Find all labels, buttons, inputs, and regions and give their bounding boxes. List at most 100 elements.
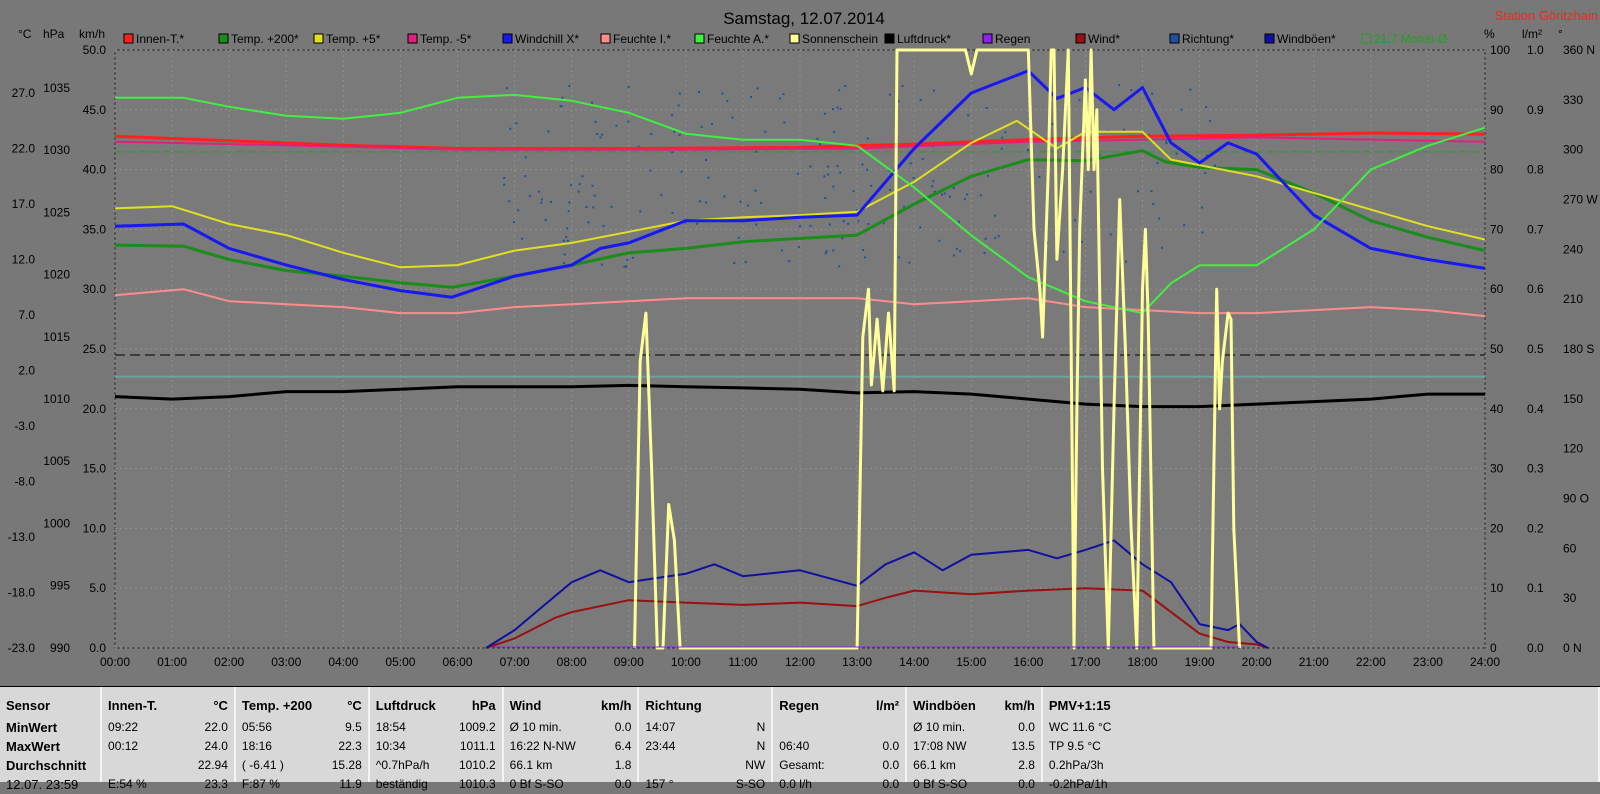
cell-value: S-SO [735, 777, 766, 791]
unit-hpa: hPa [43, 27, 65, 41]
table-row: WC 11.6 °C [1049, 718, 1592, 737]
cell-value: 1.8 [614, 758, 632, 772]
direction-dot [1204, 171, 1207, 174]
direction-dot [864, 256, 867, 259]
cell-label: 0.2hPa/3h [1048, 758, 1104, 772]
direction-dot [940, 193, 943, 196]
direction-dot [796, 172, 799, 175]
percent-tick-label: 100 [1490, 43, 1510, 57]
cell-label: 0.0 l/h [779, 777, 812, 791]
cell-label: ( -6.41 ) [241, 758, 284, 772]
table-column: Regen l/m² 06:40 0.0 Gesamt: 0.0 0.0 l/h 0.0 [773, 687, 908, 791]
x-tick-label: 02:00 [214, 655, 244, 669]
direction-dot [832, 185, 835, 188]
chart-title: Samstag, 12.07.2014 [723, 9, 885, 28]
table-row: Ø 10 min. 0.0 [510, 718, 632, 737]
x-tick-label: 14:00 [899, 655, 929, 669]
direction-dot [631, 256, 634, 259]
cell-value: 0.0 [614, 777, 632, 791]
table-row: 0 Bf S-SO 0.0 [510, 775, 632, 794]
direction-dot [540, 201, 543, 204]
legend-swatch [789, 33, 800, 44]
column-title: Sensor [6, 698, 51, 713]
direction-dot [952, 254, 955, 257]
cell-label: 00:12 [108, 739, 139, 753]
rain-tick-label: 0.3 [1527, 462, 1544, 476]
x-tick-label: 12:00 [785, 655, 815, 669]
cell-value: 1010.2 [458, 758, 496, 772]
direction-dot [593, 194, 596, 197]
legend-label: Luftdruck* [897, 32, 951, 46]
direction-dot [581, 175, 584, 178]
table-row: 0.2hPa/3h [1049, 756, 1592, 775]
direction-dot [639, 210, 642, 213]
direction-tick-label: 240 [1563, 242, 1583, 256]
table-row: 17:08 NW 13.5 [913, 737, 1035, 756]
direction-dot [563, 253, 566, 256]
column-header: Luftdruck hPa [376, 698, 496, 718]
x-tick-label: 07:00 [500, 655, 530, 669]
cell-label: Ø 10 min. [509, 720, 562, 734]
x-tick-label: 18:00 [1127, 655, 1157, 669]
direction-dot [870, 184, 873, 187]
column-title: Innen-T. [108, 698, 158, 713]
direction-dot [1051, 122, 1054, 125]
cell-label: 06:40 [779, 739, 810, 753]
direction-dot [568, 84, 571, 87]
x-tick-label: 20:00 [1242, 655, 1272, 669]
table-row: 06:40 0.0 [779, 737, 899, 756]
series-line [114, 69, 1486, 299]
cell-label: 05:56 [241, 720, 272, 734]
direction-dot [1062, 250, 1065, 253]
x-tick-label: 16:00 [1013, 655, 1043, 669]
column-unit: hPa [471, 698, 496, 713]
direction-dot [889, 93, 892, 96]
rain-tick-label: 0.5 [1527, 342, 1544, 356]
table-row: NW [645, 756, 765, 775]
direction-dot [1165, 142, 1168, 145]
direction-dot [1213, 164, 1216, 167]
column-header: Richtung [645, 698, 765, 718]
direction-dot [933, 89, 936, 92]
direction-dot [547, 130, 550, 133]
column-header: Regen l/m² [779, 698, 899, 718]
direction-tick-label: 30 [1563, 591, 1577, 605]
x-tick-label: 22:00 [1356, 655, 1386, 669]
rain-tick-label: 0.2 [1527, 521, 1544, 535]
cell-value: 15.28 [331, 758, 362, 772]
cell-value: 13.5 [1011, 739, 1035, 753]
x-tick-label: 08:00 [557, 655, 587, 669]
cell-label: 23:44 [645, 739, 676, 753]
direction-tick-label: 360 N [1563, 43, 1595, 57]
table-row: 23:44 N [645, 737, 765, 756]
rain-tick-label: 0.1 [1527, 581, 1544, 595]
direction-dot [1189, 88, 1192, 91]
cell-value: 0.0 [1018, 777, 1035, 791]
table-row: 09:22 22.0 [108, 718, 228, 737]
cell-label: Gesamt: [779, 758, 825, 772]
percent-tick-label: 10 [1490, 581, 1504, 595]
direction-dot [698, 200, 701, 203]
percent-tick-label: 90 [1490, 103, 1504, 117]
direction-dot [746, 204, 749, 207]
direction-dot [744, 260, 747, 263]
direction-tick-label: 210 [1563, 292, 1583, 306]
column-title: PMV+1:15 [1048, 698, 1111, 713]
direction-dot [838, 265, 841, 268]
direction-dot [1156, 162, 1159, 165]
table-row: TP 9.5 °C [1049, 737, 1592, 756]
column-header: Windböen km/h [913, 698, 1035, 718]
direction-dot [1130, 89, 1133, 92]
direction-dot [671, 211, 674, 214]
direction-dot [819, 143, 822, 146]
table-row: 18:16 22.3 [242, 737, 362, 756]
direction-dot [799, 225, 802, 228]
direction-dot [577, 190, 580, 193]
direction-dot [1027, 149, 1030, 152]
rain-tick-label: 0.8 [1527, 163, 1544, 177]
direction-dot [788, 260, 791, 263]
table-column: Sensor MinWert MaxWert Durchschnitt 12.07. 2… [0, 687, 103, 792]
kmh-tick-label: 20.0 [83, 402, 107, 416]
cell-value: 23.3 [204, 777, 228, 791]
direction-dot [671, 114, 674, 117]
